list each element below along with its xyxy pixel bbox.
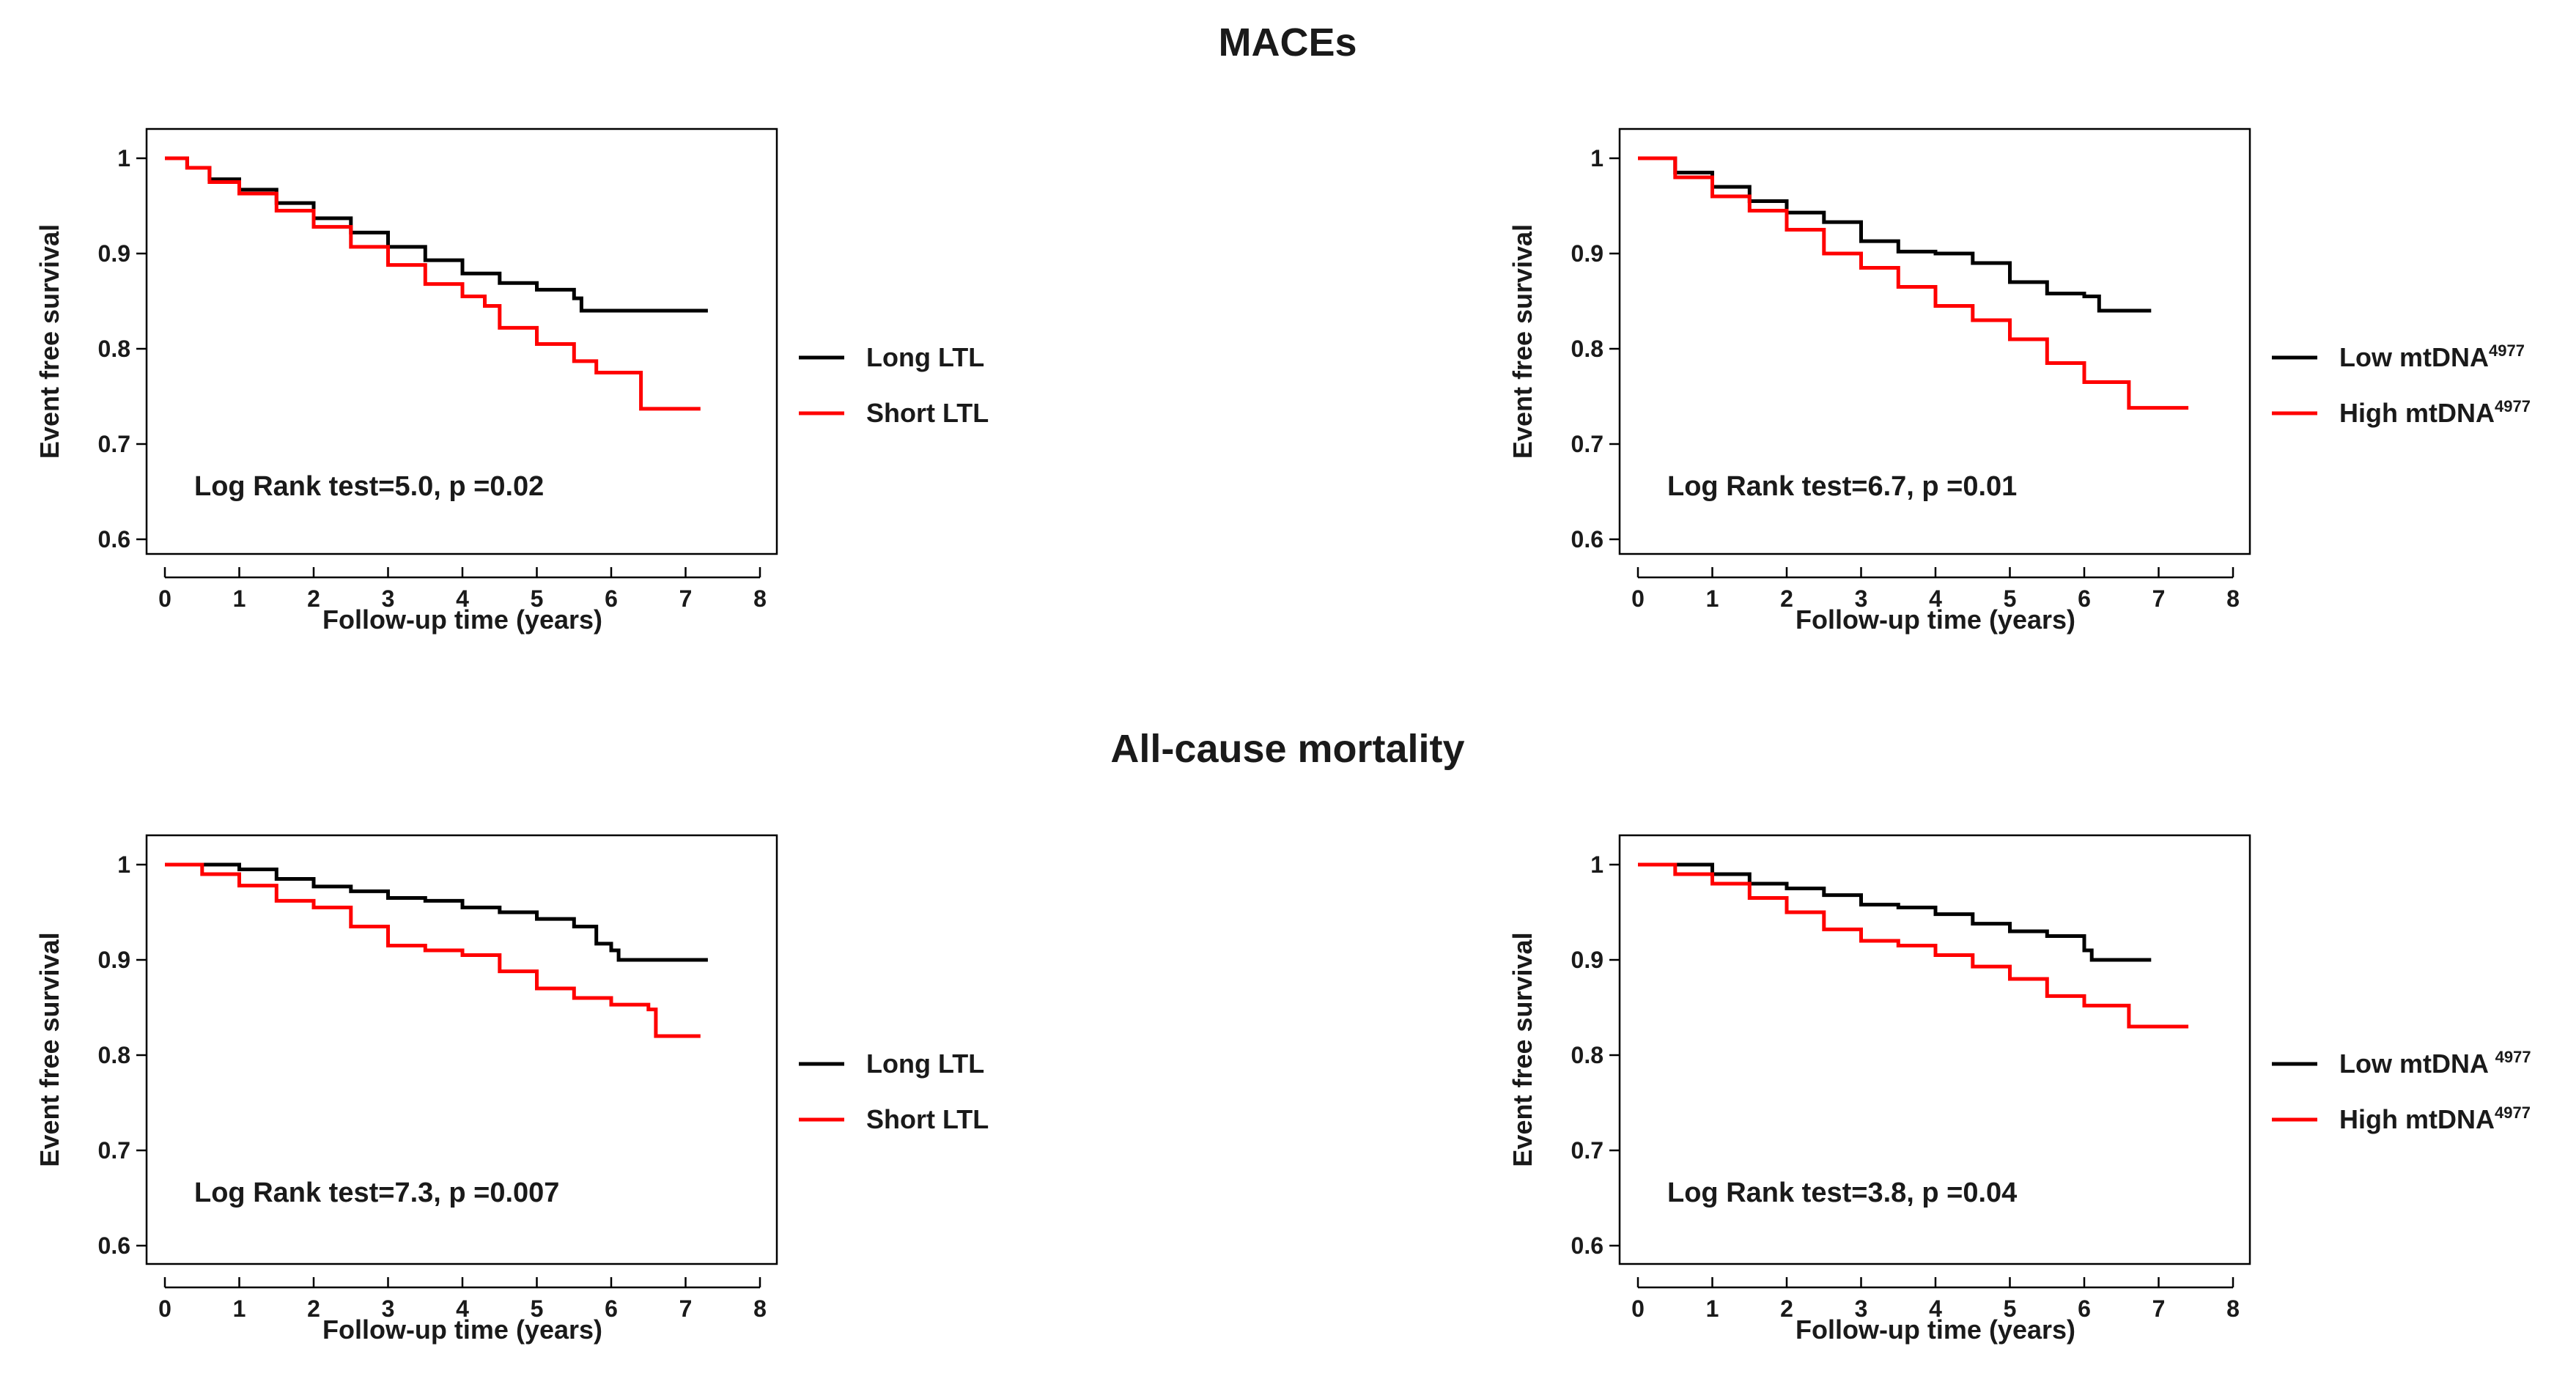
log-rank-annotation: Log Rank test=3.8, p =0.04: [1667, 1177, 2017, 1208]
x-tick-label: 1: [233, 585, 246, 612]
x-tick-label: 7: [2152, 1295, 2166, 1322]
legend-label-black: Low mtDNA4977: [2339, 341, 2525, 372]
log-rank-annotation: Log Rank test=7.3, p =0.007: [194, 1177, 559, 1208]
x-tick-label: 6: [605, 1295, 618, 1322]
x-tick-label: 4: [1929, 1295, 1942, 1322]
x-tick-label: 0: [1631, 585, 1645, 612]
y-tick-label: 0.8: [98, 336, 130, 362]
x-tick-label: 7: [2152, 585, 2166, 612]
x-axis-title: Follow-up time (years): [1796, 605, 2075, 635]
x-tick-label: 3: [1855, 1295, 1868, 1322]
legend-label-black: Low mtDNA 4977: [2339, 1048, 2531, 1079]
section-title-maces: MACEs: [1218, 21, 1357, 64]
y-tick-label: 0.7: [98, 431, 130, 457]
y-tick-label: 0.7: [98, 1137, 130, 1164]
y-axis-title: Event free survival: [34, 932, 64, 1167]
x-tick-label: 7: [679, 1295, 693, 1322]
plot-frame: [1618, 834, 2251, 1265]
legend-label-black: Long LTL: [866, 1049, 984, 1079]
x-tick-label: 1: [1706, 585, 1719, 612]
plot-frame: [145, 834, 778, 1265]
y-tick-label: 0.9: [1571, 240, 1603, 267]
x-tick-label: 4: [456, 585, 469, 612]
y-tick-label: 0.9: [1571, 947, 1603, 973]
series-line-black: [165, 156, 708, 313]
y-tick-label: 0.7: [1571, 1137, 1603, 1164]
y-tick-label: 0.6: [1571, 1232, 1603, 1259]
x-axis-title: Follow-up time (years): [322, 1315, 602, 1345]
x-tick-label: 6: [2078, 585, 2091, 612]
x-tick-label: 5: [531, 585, 544, 612]
panel-mortality-ltl: 0.6 0.7 0.8 0.9 1 0 1 2 3 4 5 6 7 8 Follow-up time (ye…: [34, 834, 989, 1345]
y-tick-label: 0.7: [1571, 431, 1603, 457]
y-tick-label: 0.6: [98, 1232, 130, 1259]
panel-mortality-mtdna: 0.6 0.7 0.8 0.9 1 0 1 2 3 4 5 6 7 8 Follow-up time (ye…: [1507, 834, 2531, 1345]
x-tick-label: 3: [1855, 585, 1868, 612]
series-line-red: [1638, 156, 2189, 410]
x-tick-label: 0: [158, 1295, 171, 1322]
x-axis-title: Follow-up time (years): [1796, 1315, 2075, 1345]
x-tick-label: 8: [2226, 585, 2240, 612]
x-tick-label: 8: [753, 1295, 767, 1322]
legend-label-red: Short LTL: [866, 398, 989, 428]
plot-frame: [145, 127, 778, 555]
y-tick-label: 0.6: [98, 526, 130, 552]
series-line-black: [1638, 862, 2152, 962]
series-line-red: [1638, 862, 2189, 1029]
x-tick-label: 2: [1780, 1295, 1793, 1322]
y-tick-label: 0.8: [98, 1042, 130, 1068]
legend-label-red: High mtDNA4977: [2339, 1103, 2531, 1134]
x-tick-label: 3: [382, 585, 395, 612]
x-tick-label: 6: [605, 585, 618, 612]
x-tick-label: 5: [2004, 1295, 2017, 1322]
y-tick-label: 1: [1590, 851, 1603, 878]
x-tick-label: 5: [531, 1295, 544, 1322]
y-tick-label: 1: [117, 851, 130, 878]
x-tick-label: 2: [1780, 585, 1793, 612]
log-rank-annotation: Log Rank test=5.0, p =0.02: [194, 471, 544, 502]
section-title-all-cause-mortality: All-cause mortality: [1110, 727, 1464, 771]
x-tick-label: 8: [2226, 1295, 2240, 1322]
x-tick-label: 4: [456, 1295, 469, 1322]
panel-maces-ltl: 0.6 0.7 0.8 0.9 1 0 1 2 3 4 5 6 7 8 Follow-up time (ye…: [34, 127, 989, 635]
x-tick-label: 0: [1631, 1295, 1645, 1322]
log-rank-annotation: Log Rank test=6.7, p =0.01: [1667, 471, 2017, 502]
series-line-black: [1638, 156, 2152, 313]
legend-label-red: Short LTL: [866, 1104, 989, 1134]
y-tick-label: 1: [1590, 145, 1603, 171]
x-tick-label: 2: [307, 585, 320, 612]
series-line-red: [165, 862, 701, 1038]
y-axis-title: Event free survival: [1507, 224, 1538, 459]
y-tick-label: 0.6: [1571, 526, 1603, 552]
x-tick-label: 6: [2078, 1295, 2091, 1322]
y-tick-label: 0.8: [1571, 1042, 1603, 1068]
y-axis-title: Event free survival: [1507, 932, 1538, 1167]
panel-maces-mtdna: 0.6 0.7 0.8 0.9 1 0 1 2 3 4 5 6 7 8 Follow-up time (ye…: [1507, 127, 2531, 635]
x-tick-label: 7: [679, 585, 693, 612]
x-tick-label: 8: [753, 585, 767, 612]
y-tick-label: 1: [117, 145, 130, 171]
y-axis-title: Event free survival: [34, 224, 64, 459]
x-tick-label: 3: [382, 1295, 395, 1322]
x-tick-label: 4: [1929, 585, 1942, 612]
y-tick-label: 0.9: [98, 947, 130, 973]
series-line-red: [165, 156, 701, 411]
x-tick-label: 1: [233, 1295, 246, 1322]
y-tick-label: 0.9: [98, 240, 130, 267]
y-tick-label: 0.8: [1571, 336, 1603, 362]
x-tick-label: 2: [307, 1295, 320, 1322]
plot-frame: [1618, 127, 2251, 555]
x-tick-label: 5: [2004, 585, 2017, 612]
x-tick-label: 0: [158, 585, 171, 612]
x-axis-title: Follow-up time (years): [322, 605, 602, 635]
x-tick-label: 1: [1706, 1295, 1719, 1322]
series-line-black: [165, 862, 708, 962]
legend-label-red: High mtDNA4977: [2339, 397, 2531, 428]
legend-label-black: Long LTL: [866, 342, 984, 372]
